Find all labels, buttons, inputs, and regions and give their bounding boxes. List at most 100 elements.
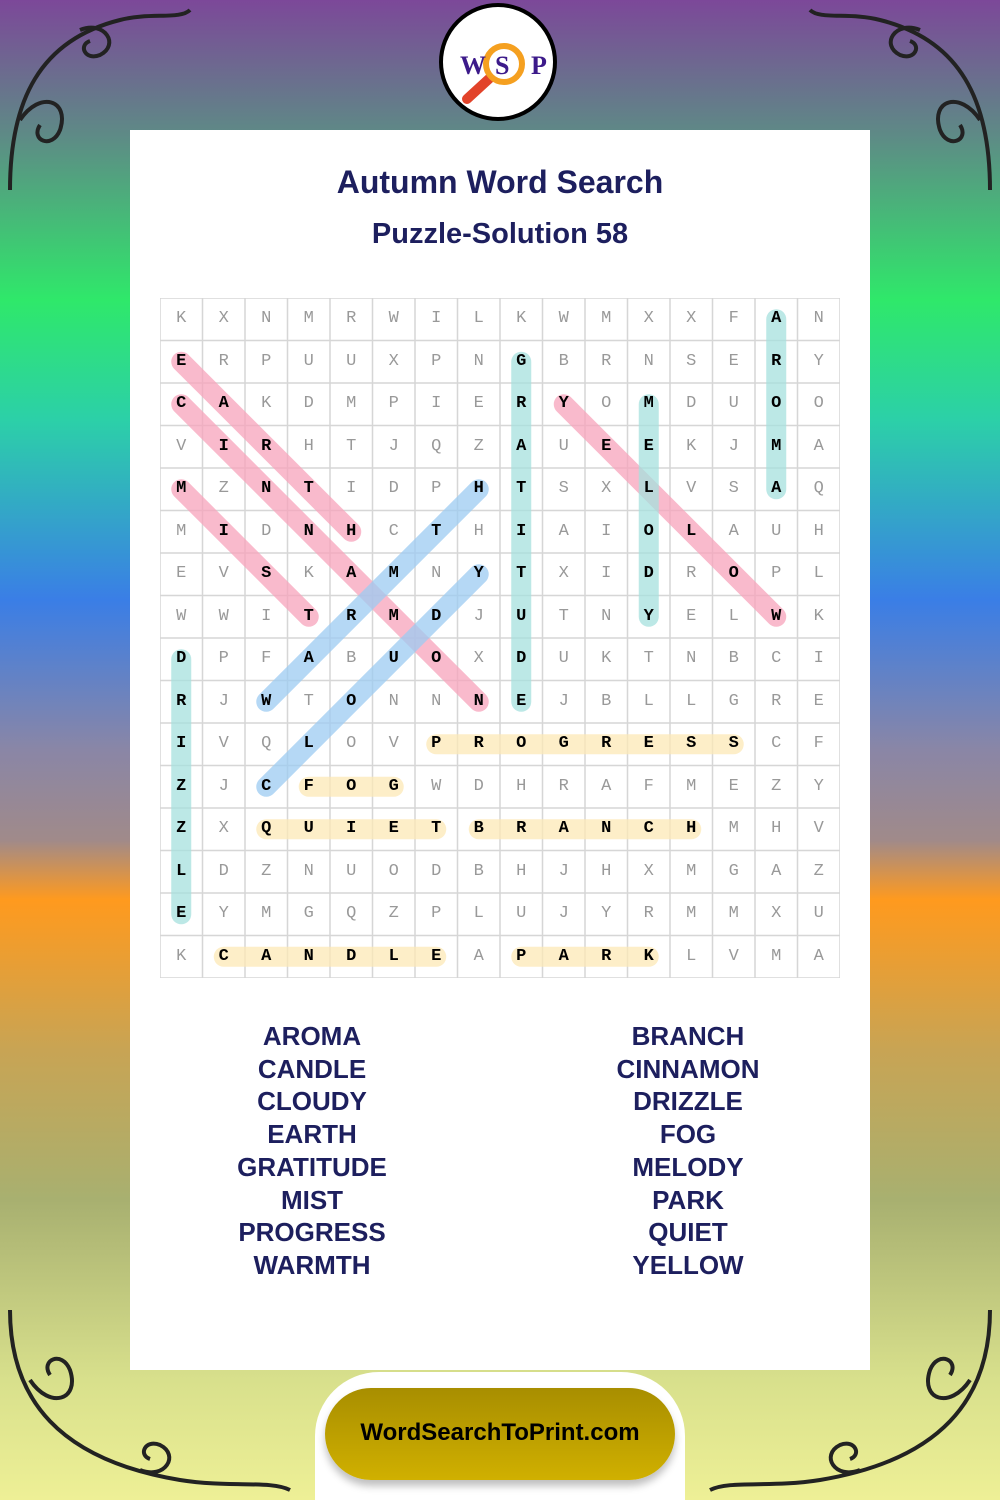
grid-cell[interactable]: T — [643, 649, 654, 668]
grid-cell[interactable]: Y — [813, 776, 824, 796]
grid-cell[interactable]: M — [686, 904, 697, 923]
grid-cell[interactable]: K — [601, 649, 612, 668]
grid-cell[interactable]: R — [558, 776, 569, 796]
grid-cell[interactable]: H — [813, 521, 824, 541]
grid-cell[interactable]: Y — [601, 904, 612, 923]
grid-cell[interactable]: U — [771, 521, 782, 541]
grid-cell[interactable]: C — [771, 649, 782, 668]
grid-cell[interactable]: O — [388, 861, 399, 881]
grid-cell[interactable]: S — [728, 734, 739, 753]
grid-cell[interactable]: D — [516, 649, 527, 668]
grid-cell[interactable]: P — [431, 734, 442, 753]
grid-cell[interactable]: J — [218, 776, 229, 796]
grid-cell[interactable]: B — [558, 351, 569, 371]
grid-cell[interactable]: Y — [558, 394, 569, 413]
grid-cell[interactable]: N — [388, 691, 399, 711]
grid-cell[interactable]: R — [601, 946, 612, 966]
grid-cell[interactable]: J — [558, 904, 569, 923]
grid-cell[interactable]: Q — [813, 479, 824, 498]
grid-cell[interactable]: E — [176, 351, 187, 371]
grid-cell[interactable]: J — [218, 691, 229, 711]
grid-cell[interactable]: M — [686, 861, 697, 881]
grid-cell[interactable]: F — [643, 776, 654, 796]
grid-cell[interactable]: R — [643, 904, 654, 923]
grid-cell[interactable]: A — [346, 564, 357, 583]
grid-cell[interactable]: M — [176, 521, 187, 541]
grid-cell[interactable]: X — [771, 904, 782, 923]
grid-cell[interactable]: X — [473, 649, 484, 668]
grid-cell[interactable]: V — [686, 479, 697, 498]
grid-cell[interactable]: Y — [473, 564, 484, 583]
grid-cell[interactable]: M — [303, 309, 314, 328]
grid-cell[interactable]: D — [431, 861, 442, 881]
grid-cell[interactable]: I — [218, 521, 229, 541]
grid-cell[interactable]: Y — [218, 904, 229, 923]
grid-cell[interactable]: M — [771, 946, 782, 966]
grid-cell[interactable]: R — [601, 351, 612, 371]
grid-cell[interactable]: K — [176, 309, 187, 328]
grid-cell[interactable]: B — [601, 691, 612, 711]
grid-cell[interactable]: L — [643, 479, 654, 498]
grid-cell[interactable]: P — [516, 946, 527, 966]
grid-cell[interactable]: E — [643, 734, 654, 753]
grid-cell[interactable]: O — [813, 394, 824, 413]
grid-cell[interactable]: O — [601, 394, 612, 413]
grid-cell[interactable]: N — [643, 351, 654, 371]
grid-cell[interactable]: Z — [388, 904, 399, 923]
grid-cell[interactable]: N — [303, 521, 314, 541]
grid-cell[interactable]: H — [473, 521, 484, 541]
grid-cell[interactable]: E — [643, 436, 654, 456]
grid-cell[interactable]: Z — [261, 861, 272, 881]
grid-cell[interactable]: U — [346, 861, 357, 881]
grid-cell[interactable]: D — [686, 394, 697, 413]
grid-cell[interactable]: N — [601, 819, 612, 838]
grid-cell[interactable]: B — [346, 649, 357, 668]
grid-cell[interactable]: E — [601, 436, 612, 456]
grid-cell[interactable]: T — [346, 436, 357, 456]
grid-cell[interactable]: C — [218, 946, 229, 966]
grid-cell[interactable]: X — [643, 309, 654, 328]
grid-cell[interactable]: T — [303, 691, 314, 711]
grid-cell[interactable]: G — [728, 861, 739, 881]
grid-cell[interactable]: R — [346, 309, 357, 328]
grid-cell[interactable]: X — [218, 309, 229, 328]
grid-cell[interactable]: I — [346, 819, 357, 838]
grid-cell[interactable]: L — [303, 734, 314, 753]
grid-cell[interactable]: U — [728, 394, 739, 413]
grid-cell[interactable]: Y — [813, 351, 824, 371]
grid-cell[interactable]: L — [643, 691, 654, 711]
grid-cell[interactable]: W — [431, 776, 442, 796]
grid-cell[interactable]: D — [473, 776, 484, 796]
grid-cell[interactable]: N — [303, 861, 314, 881]
grid-cell[interactable]: R — [516, 394, 527, 413]
grid-cell[interactable]: M — [686, 776, 697, 796]
grid-cell[interactable]: R — [771, 351, 782, 371]
grid-cell[interactable]: H — [771, 819, 782, 838]
grid-cell[interactable]: Z — [218, 479, 229, 498]
grid-cell[interactable]: G — [516, 351, 527, 371]
grid-cell[interactable]: A — [516, 436, 527, 456]
grid-cell[interactable]: I — [813, 649, 824, 668]
grid-cell[interactable]: J — [388, 436, 399, 456]
grid-cell[interactable]: W — [771, 606, 782, 626]
grid-cell[interactable]: W — [218, 606, 229, 626]
grid-cell[interactable]: X — [388, 351, 399, 371]
grid-cell[interactable]: C — [176, 394, 187, 413]
grid-cell[interactable]: K — [686, 436, 697, 456]
grid-cell[interactable]: M — [261, 904, 272, 923]
grid-cell[interactable]: F — [261, 649, 272, 668]
grid-cell[interactable]: U — [388, 649, 399, 668]
grid-cell[interactable]: V — [218, 564, 229, 583]
grid-cell[interactable]: I — [218, 436, 229, 456]
grid-cell[interactable]: X — [686, 309, 697, 328]
grid-cell[interactable]: J — [728, 436, 739, 456]
grid-cell[interactable]: U — [303, 819, 314, 838]
grid-cell[interactable]: L — [473, 904, 484, 923]
grid-cell[interactable]: H — [516, 861, 527, 881]
grid-cell[interactable]: P — [771, 564, 782, 583]
grid-cell[interactable]: M — [346, 394, 357, 413]
grid-cell[interactable]: S — [558, 479, 569, 498]
grid-cell[interactable]: L — [686, 946, 697, 966]
grid-cell[interactable]: H — [473, 479, 484, 498]
grid-cell[interactable]: L — [176, 861, 187, 881]
